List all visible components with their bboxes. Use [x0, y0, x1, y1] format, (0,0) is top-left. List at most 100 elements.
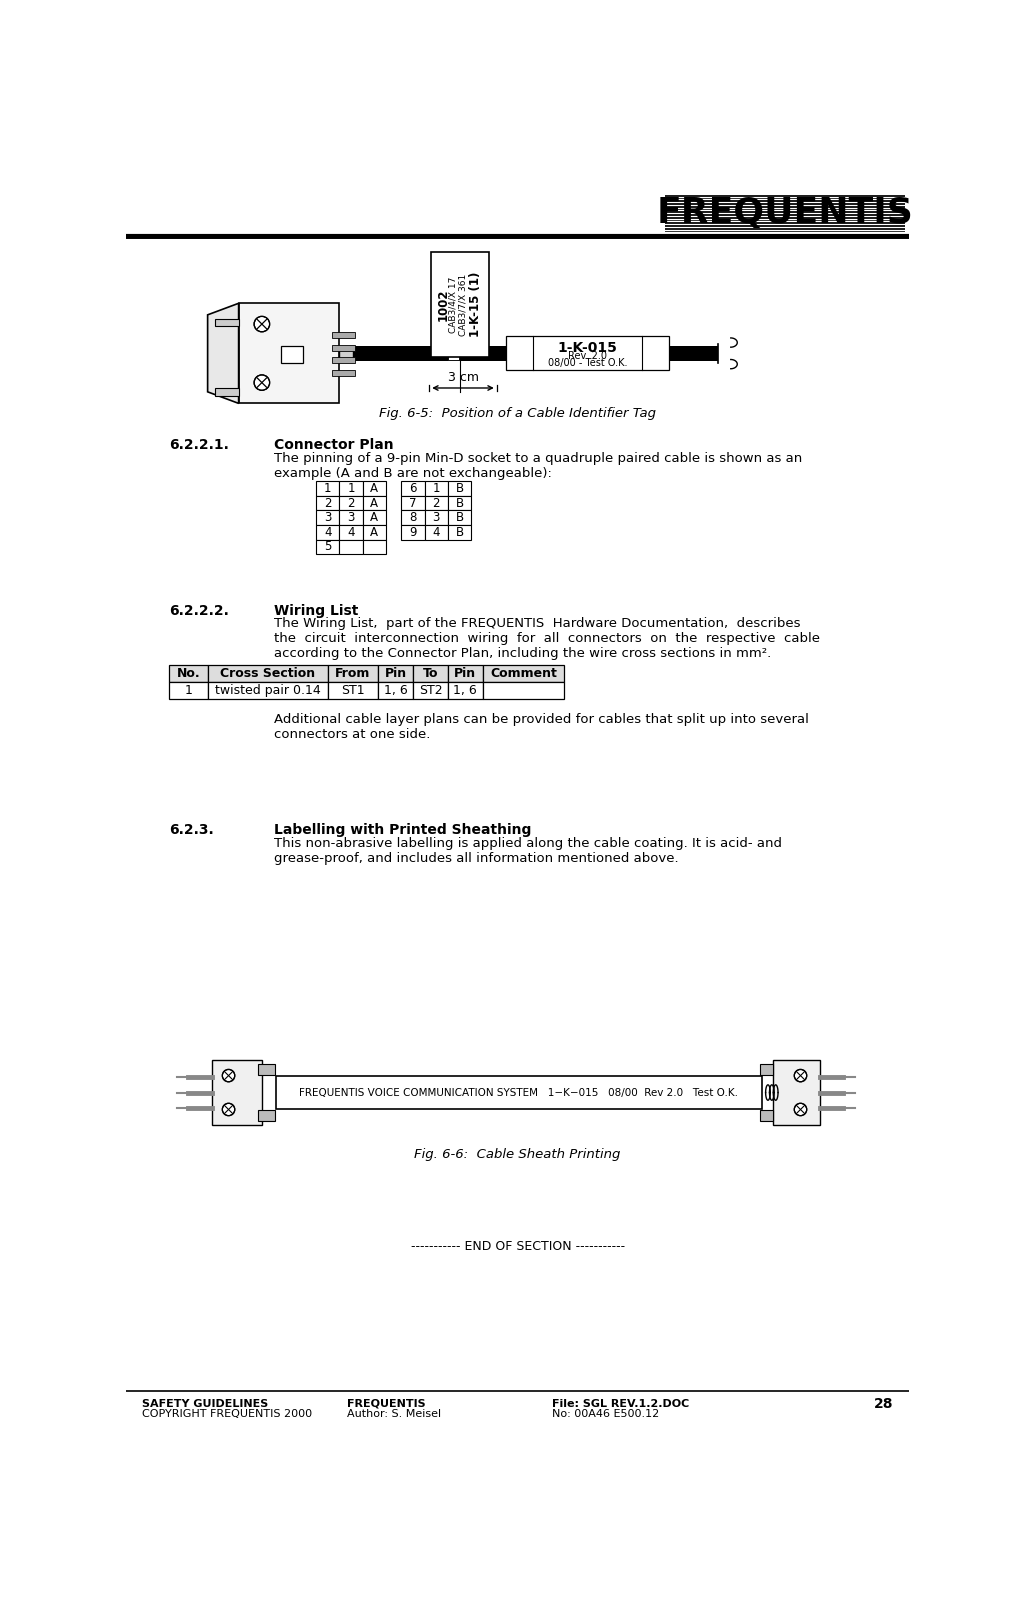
Text: ----------- END OF SECTION -----------: ----------- END OF SECTION ----------- — [410, 1239, 625, 1254]
Bar — [401, 511, 424, 525]
Text: 1-K-15 (1): 1-K-15 (1) — [470, 271, 483, 337]
Text: 4: 4 — [347, 525, 355, 538]
Text: B: B — [456, 497, 464, 509]
Bar — [331, 345, 355, 351]
Text: CAB3/7/X 361: CAB3/7/X 361 — [459, 273, 468, 335]
Text: The Wiring List,  part of the FREQUENTIS  Hardware Documentation,  describes
the: The Wiring List, part of the FREQUENTIS … — [274, 618, 819, 661]
Bar — [281, 345, 303, 363]
Bar — [378, 666, 413, 682]
Bar — [316, 511, 339, 525]
Bar — [761, 1110, 774, 1121]
Bar — [447, 666, 483, 682]
Text: No: 00A46 E500.12: No: 00A46 E500.12 — [552, 1410, 660, 1420]
Bar — [401, 481, 424, 495]
Bar — [506, 337, 669, 371]
Bar — [331, 371, 355, 377]
Bar — [413, 666, 447, 682]
Text: To: To — [423, 668, 438, 680]
Text: From: From — [335, 668, 371, 680]
Polygon shape — [208, 303, 238, 404]
Bar — [378, 682, 413, 699]
Bar — [363, 481, 386, 495]
Bar — [316, 495, 339, 511]
Bar — [328, 666, 378, 682]
Bar — [447, 347, 459, 361]
Text: 4: 4 — [432, 525, 440, 538]
Text: 1: 1 — [184, 684, 192, 698]
Circle shape — [255, 316, 270, 332]
Text: 1: 1 — [324, 482, 331, 495]
Text: 6.2.2.2.: 6.2.2.2. — [169, 604, 228, 618]
Text: 2: 2 — [324, 497, 331, 509]
Bar — [711, 345, 717, 361]
Bar — [401, 495, 424, 511]
Bar — [774, 1060, 820, 1126]
Text: The pinning of a 9-pin Min-D socket to a quadruple paired cable is shown as an
e: The pinning of a 9-pin Min-D socket to a… — [274, 452, 802, 481]
Bar — [276, 1076, 762, 1110]
Text: 6.2.3.: 6.2.3. — [169, 822, 214, 837]
Circle shape — [794, 1104, 807, 1116]
Bar — [665, 193, 905, 233]
Text: A: A — [371, 482, 379, 495]
Text: B: B — [456, 511, 464, 524]
Text: SAFETY GUIDELINES: SAFETY GUIDELINES — [141, 1399, 268, 1409]
Text: FREQUENTIS: FREQUENTIS — [347, 1399, 426, 1409]
Bar — [424, 525, 447, 540]
Bar — [363, 495, 386, 511]
Text: A: A — [371, 525, 379, 538]
Bar — [363, 511, 386, 525]
Bar — [339, 481, 363, 495]
Text: FREQUENTIS VOICE COMMUNICATION SYSTEM   1−K−015   08/00  Rev 2.0   Test O.K.: FREQUENTIS VOICE COMMUNICATION SYSTEM 1−… — [299, 1088, 738, 1097]
Bar — [363, 540, 386, 554]
Bar — [339, 348, 353, 359]
Bar — [483, 682, 565, 699]
Text: 7: 7 — [409, 497, 417, 509]
Text: ST1: ST1 — [341, 684, 365, 698]
Text: Pin: Pin — [454, 668, 477, 680]
Text: 28: 28 — [874, 1397, 894, 1410]
Text: 2: 2 — [347, 497, 355, 509]
Bar — [316, 540, 339, 554]
Bar — [339, 525, 363, 540]
Text: 1, 6: 1, 6 — [453, 684, 477, 698]
Text: Connector Plan: Connector Plan — [274, 438, 393, 452]
Text: 08/00 - Test O.K.: 08/00 - Test O.K. — [547, 358, 627, 369]
Text: Wiring List: Wiring List — [274, 604, 358, 618]
Text: 1, 6: 1, 6 — [384, 684, 407, 698]
Text: 1-K-015: 1-K-015 — [558, 340, 617, 355]
Text: Author: S. Meisel: Author: S. Meisel — [347, 1410, 441, 1420]
Text: Rev. 2.0: Rev. 2.0 — [568, 351, 607, 361]
Bar — [424, 481, 447, 495]
Text: 5: 5 — [324, 540, 331, 554]
Bar — [339, 540, 363, 554]
Circle shape — [222, 1104, 234, 1116]
Bar — [447, 495, 471, 511]
Text: 4: 4 — [324, 525, 331, 538]
Circle shape — [222, 1070, 234, 1081]
Bar — [424, 511, 447, 525]
Text: 3: 3 — [324, 511, 331, 524]
Text: B: B — [456, 525, 464, 538]
Bar — [431, 252, 489, 358]
Text: 6.2.2.1.: 6.2.2.1. — [169, 438, 228, 452]
Bar — [761, 1064, 774, 1075]
Bar — [401, 525, 424, 540]
Text: A: A — [371, 497, 379, 509]
Bar — [447, 682, 483, 699]
Text: B: B — [456, 482, 464, 495]
Circle shape — [255, 375, 270, 390]
Bar — [208, 682, 328, 699]
Bar — [339, 511, 363, 525]
Bar — [169, 682, 208, 699]
Text: 3 cm: 3 cm — [448, 372, 480, 385]
Bar — [169, 666, 208, 682]
Text: 1: 1 — [347, 482, 355, 495]
Bar — [316, 525, 339, 540]
Bar — [328, 682, 378, 699]
Bar — [316, 481, 339, 495]
Text: CAB3/4/X 17: CAB3/4/X 17 — [448, 276, 457, 332]
Text: 1: 1 — [432, 482, 440, 495]
Text: 8: 8 — [409, 511, 417, 524]
Text: Additional cable layer plans can be provided for cables that split up into sever: Additional cable layer plans can be prov… — [274, 712, 808, 741]
Text: 6: 6 — [409, 482, 417, 495]
